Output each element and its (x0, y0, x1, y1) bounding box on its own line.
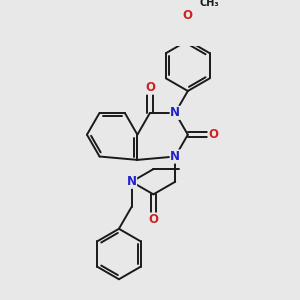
Text: O: O (183, 9, 193, 22)
Text: N: N (127, 175, 136, 188)
Text: O: O (208, 128, 218, 141)
Text: CH₃: CH₃ (200, 0, 220, 8)
Text: N: N (170, 106, 180, 119)
Text: N: N (170, 150, 180, 163)
Text: O: O (145, 81, 155, 94)
Text: O: O (148, 213, 158, 226)
